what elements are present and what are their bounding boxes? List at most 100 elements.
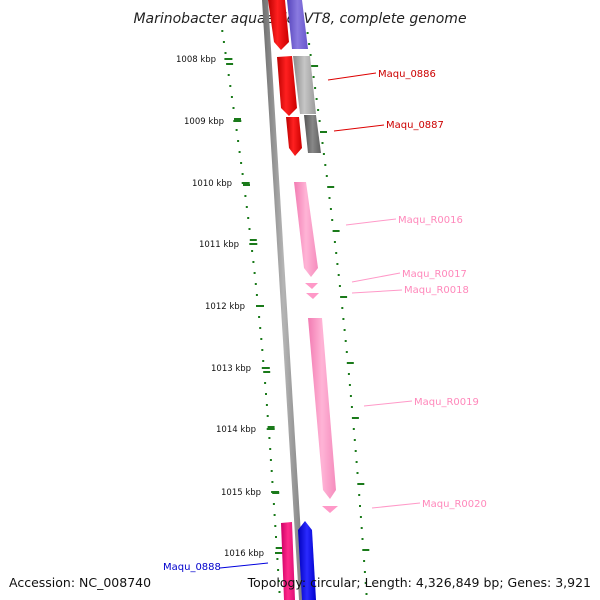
scale-minor-tick <box>232 107 235 109</box>
scale-major-tick <box>256 305 264 307</box>
scale-minor-tick <box>252 261 255 263</box>
callout-line-maqu-0887 <box>333 124 385 132</box>
track-minor-tick <box>363 571 366 573</box>
scale-major-tick <box>233 120 242 122</box>
gene-feature-bottom-magenta[interactable] <box>281 522 295 600</box>
gene-label-maqu-0887[interactable]: Maqu_0887 <box>386 120 444 131</box>
scale-minor-tick <box>277 580 280 582</box>
track-minor-tick <box>348 384 351 386</box>
scale-minor-tick <box>259 327 262 329</box>
scale-major-tick <box>261 367 270 369</box>
scale-label-1008: 1008 kbp <box>176 55 216 65</box>
gene-feature-maqu-r0020[interactable] <box>322 506 338 513</box>
track-minor-tick <box>361 538 364 540</box>
track-major-tick <box>311 65 319 67</box>
scale-minor-tick <box>260 338 263 340</box>
track-major-tick <box>340 296 348 298</box>
track-minor-tick <box>360 527 363 529</box>
scale-minor-tick <box>262 360 265 362</box>
scale-minor-tick <box>269 459 272 461</box>
scale-major-tick <box>271 491 280 493</box>
track-minor-tick <box>322 153 325 155</box>
scale-minor-tick <box>272 503 275 505</box>
scale-label-1011: 1011 kbp <box>199 240 239 250</box>
scale-minor-tick <box>245 206 248 208</box>
scale-major-tick <box>249 243 258 245</box>
scale-major-tick <box>263 371 271 373</box>
track-minor-tick <box>324 164 327 166</box>
gene-feature-maqu-r0018[interactable] <box>306 293 319 299</box>
scale-minor-tick <box>274 525 277 527</box>
scale-label-1009: 1009 kbp <box>184 117 224 127</box>
callout-line-maqu-r0017 <box>351 272 401 283</box>
gene-feature-maqu-0886-red[interactable] <box>277 56 297 116</box>
gene-feature-maqu-0886-gray[interactable] <box>293 56 316 114</box>
gene-label-maqu-r0018[interactable]: Maqu_R0018 <box>404 285 469 296</box>
gene-label-maqu-r0017[interactable]: Maqu_R0017 <box>402 269 467 280</box>
scale-minor-tick <box>251 250 254 252</box>
scale-minor-tick <box>253 272 256 274</box>
track-minor-tick <box>335 252 338 254</box>
gene-feature-maqu-0888[interactable] <box>298 521 316 600</box>
scale-major-tick <box>275 552 283 554</box>
track-minor-tick <box>347 373 350 375</box>
scale-major-tick <box>243 184 250 186</box>
track-major-tick <box>351 417 359 419</box>
track-minor-tick <box>354 450 357 452</box>
track-minor-tick <box>337 274 340 276</box>
scale-minor-tick <box>229 85 232 87</box>
scale-minor-tick <box>261 349 264 351</box>
track-major-tick <box>357 483 365 485</box>
callout-line-maqu-0888 <box>219 562 269 569</box>
track-minor-tick <box>364 582 367 584</box>
scale-minor-tick <box>227 74 230 76</box>
scale-minor-tick <box>266 415 269 417</box>
scale-label-1012: 1012 kbp <box>205 302 245 312</box>
gene-label-maqu-r0016[interactable]: Maqu_R0016 <box>398 215 463 226</box>
gene-feature-maqu-r0016[interactable] <box>294 182 318 277</box>
scale-minor-tick <box>276 558 279 560</box>
track-minor-tick <box>312 76 315 78</box>
track-minor-tick <box>328 197 331 199</box>
scale-minor-tick <box>240 162 243 164</box>
track-minor-tick <box>352 428 355 430</box>
scale-minor-tick <box>235 129 238 131</box>
gene-feature-maqu-0887-red[interactable] <box>286 117 302 156</box>
scale-minor-tick <box>271 481 274 483</box>
scale-minor-tick <box>275 536 277 538</box>
scale-minor-tick <box>230 96 233 98</box>
scale-minor-tick <box>221 30 224 32</box>
callout-line-maqu-r0019 <box>363 400 413 407</box>
track-minor-tick <box>338 285 341 287</box>
track-minor-tick <box>308 43 311 45</box>
scale-minor-tick <box>277 569 280 571</box>
scale-minor-tick <box>241 173 244 175</box>
gene-label-maqu-0886[interactable]: Maqu_0886 <box>378 69 436 80</box>
scale-minor-tick <box>258 316 261 318</box>
gene-feature-top-purple[interactable] <box>287 0 308 49</box>
scale-minor-tick <box>244 195 247 197</box>
gene-feature-maqu-r0017[interactable] <box>305 283 318 289</box>
callout-line-maqu-r0020 <box>371 502 421 509</box>
scale-minor-tick <box>254 283 257 285</box>
track-major-tick <box>320 131 327 133</box>
track-minor-tick <box>353 439 356 441</box>
scale-minor-tick <box>247 217 250 219</box>
scale-minor-tick <box>255 294 258 296</box>
gene-feature-top-red[interactable] <box>268 0 289 50</box>
gene-label-maqu-0888[interactable]: Maqu_0888 <box>163 562 221 573</box>
track-minor-tick <box>345 351 348 353</box>
track-minor-tick <box>343 329 346 331</box>
track-major-tick <box>362 549 370 551</box>
track-minor-tick <box>315 98 318 100</box>
track-minor-tick <box>331 219 334 221</box>
track-minor-tick <box>329 208 332 210</box>
gene-feature-maqu-r0019[interactable] <box>308 318 336 499</box>
callout-line-maqu-r0016 <box>345 218 397 226</box>
track-minor-tick <box>333 241 336 243</box>
scale-major-tick <box>249 239 257 241</box>
gene-feature-maqu-0887-gray[interactable] <box>304 115 321 153</box>
gene-label-maqu-r0019[interactable]: Maqu_R0019 <box>414 397 479 408</box>
gene-label-maqu-r0020[interactable]: Maqu_R0020 <box>422 499 487 510</box>
scale-minor-tick <box>265 404 268 406</box>
